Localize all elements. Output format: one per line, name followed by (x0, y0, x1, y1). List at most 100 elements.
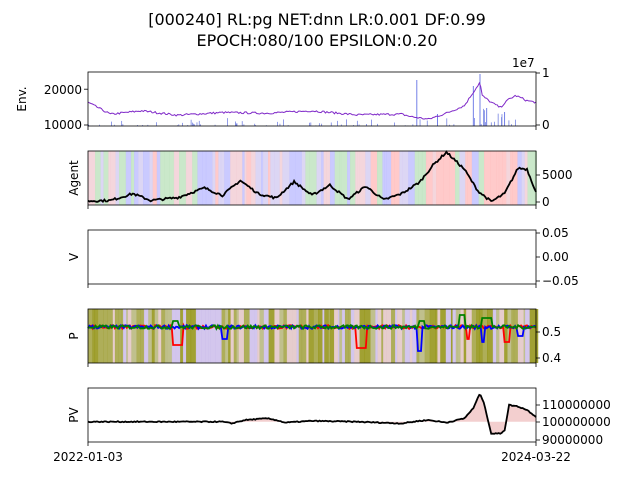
policy-action-band (412, 309, 417, 363)
agent-action-band (110, 151, 116, 205)
policy-action-band (127, 309, 132, 363)
policy-action-band (112, 309, 116, 363)
agent-right-tick-5000: 5000 (542, 168, 573, 182)
policy-action-band (452, 309, 457, 363)
env-right-tick-1: 1 (542, 66, 550, 80)
agent-action-band (334, 151, 340, 205)
agent-action-band (425, 151, 433, 205)
policy-action-band (274, 309, 280, 363)
agent-action-band (173, 151, 180, 205)
policy-action-band (476, 309, 480, 363)
policy-action-band (136, 309, 141, 363)
policy-action-band (257, 309, 260, 363)
policy-action-band (296, 309, 300, 363)
agent-action-band (179, 151, 187, 205)
agent-action-band (163, 151, 170, 205)
policy-action-band (182, 309, 187, 363)
agent-action-band (350, 151, 356, 205)
agent-action-band (88, 151, 96, 205)
policy-action-band (437, 309, 441, 363)
agent-action-band (138, 151, 144, 205)
policy-action-band (123, 309, 127, 363)
policy-action-band (337, 309, 340, 363)
policy-action-band (404, 309, 411, 363)
agent-action-band (510, 151, 513, 205)
agent-action-band (402, 151, 409, 205)
agent-action-band (236, 151, 243, 205)
agent-action-band (103, 151, 109, 205)
env-left-tick-10000: 10000 (44, 118, 82, 132)
env-price-line (87, 81, 537, 120)
agent-action-band (261, 151, 264, 205)
agent-action-band (517, 151, 522, 205)
policy-action-band (359, 309, 366, 363)
agent-action-band (365, 151, 371, 205)
policy-action-band (511, 309, 515, 363)
policy-line-blue (87, 323, 537, 352)
pv-panel: PV 110000000 100000000 90000000 2022-01-… (53, 387, 611, 464)
agent-action-band (490, 151, 497, 205)
policy-action-band (249, 309, 256, 363)
agent-action-band (279, 151, 283, 205)
policy-action-band (435, 309, 438, 363)
agent-action-band (185, 151, 193, 205)
agent-action-band (115, 151, 120, 205)
policy-action-band (529, 309, 536, 363)
policy-action-band (283, 309, 288, 363)
agent-action-band (465, 151, 468, 205)
policy-action-band (364, 309, 371, 363)
agent-action-band (192, 151, 198, 205)
policy-action-band (370, 309, 376, 363)
policy-action-band (440, 309, 447, 363)
policy-action-band (292, 309, 297, 363)
policy-action-band (463, 309, 467, 363)
agent-action-band (274, 151, 280, 205)
agent-action-band (230, 151, 237, 205)
policy-action-band (126, 309, 129, 363)
policy-action-band (504, 309, 508, 363)
agent-line (87, 150, 537, 204)
policy-action-band (201, 309, 206, 363)
policy-action-band (524, 309, 530, 363)
policy-action-band (215, 309, 221, 363)
policy-action-band (535, 309, 539, 363)
agent-action-band (202, 151, 207, 205)
agent-action-band (357, 151, 360, 205)
agent-action-band (391, 151, 395, 205)
pv-ylabel: PV (67, 406, 81, 422)
agent-action-band (478, 151, 485, 205)
policy-action-band (131, 309, 137, 363)
policy-action-band (166, 309, 173, 363)
policy-action-band (205, 309, 209, 363)
agent-action-band (442, 151, 451, 205)
policy-action-band (228, 309, 231, 363)
policy-action-band (279, 309, 284, 363)
env-ylabel: Env. (15, 86, 29, 111)
policy-action-band (161, 309, 166, 363)
agent-action-band (134, 151, 139, 205)
policy-action-band (496, 309, 500, 363)
policy-action-band (375, 309, 378, 363)
policy-action-band (180, 309, 184, 363)
policy-action-band (492, 309, 497, 363)
policy-action-band (306, 309, 309, 363)
agent-action-band (399, 151, 403, 205)
policy-action-band (164, 309, 168, 363)
policy-action-band (210, 309, 216, 363)
agent-action-band (282, 151, 290, 205)
agent-action-band (130, 151, 135, 205)
policy-action-band (238, 309, 245, 363)
policy-action-band (381, 309, 384, 363)
agent-action-band (512, 151, 518, 205)
policy-action-band (455, 309, 458, 363)
policy-action-band (429, 309, 436, 363)
value-right-tick--0.05: −0.05 (542, 274, 579, 288)
agent-action-band (386, 151, 392, 205)
x-end-label: 2024-03-22 (501, 450, 571, 464)
policy-action-band (460, 309, 465, 363)
policy-action-band (243, 309, 250, 363)
agent-action-band (220, 151, 225, 205)
agent-action-band (384, 151, 387, 205)
agent-action-band (218, 151, 222, 205)
policy-line-green (87, 314, 537, 331)
